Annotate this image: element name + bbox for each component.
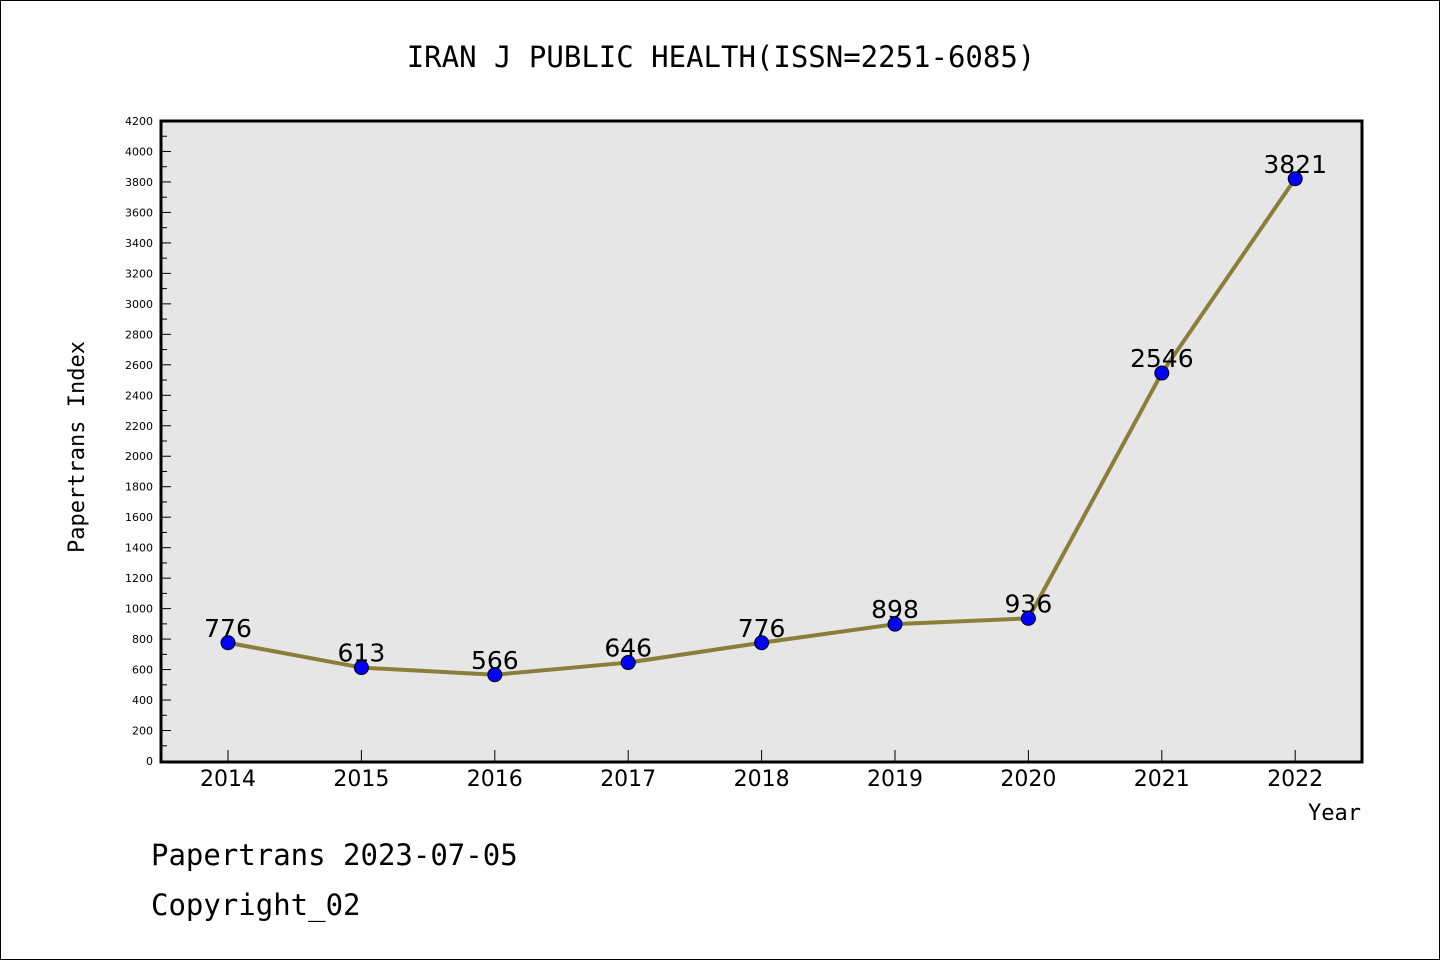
chart-title: IRAN J PUBLIC HEALTH(ISSN=2251-6085): [407, 40, 1036, 74]
y-tick-label: 0: [146, 755, 153, 768]
plot-area: [161, 121, 1362, 762]
y-tick-label: 2200: [125, 420, 153, 433]
x-tick-label: 2016: [467, 767, 523, 792]
markers-group: [220, 171, 1303, 683]
data-point-marker: [487, 667, 503, 683]
data-point-marker: [1154, 365, 1170, 381]
footer-date: Papertrans 2023-07-05: [151, 838, 518, 872]
y-tick-label: 1000: [125, 603, 153, 616]
y-axis: 0 200 400 600 800 1000 1200 1400 1600 1800 2000 220…: [125, 115, 171, 768]
data-point-marker: [220, 635, 236, 651]
y-tick-label: 3400: [125, 237, 153, 250]
footer-copyright: Copyright_02: [151, 888, 361, 923]
y-tick-label: 600: [132, 664, 153, 677]
y-tick-label: 400: [132, 694, 153, 707]
x-axis: 2014 2015 2016 2017 2018 2019 2020 2021 2022: [200, 750, 1323, 792]
y-tick-label: 1400: [125, 542, 153, 555]
y-tick-label: 2400: [125, 389, 153, 402]
y-tick-label: 1200: [125, 572, 153, 585]
x-tick-label: 2021: [1134, 767, 1190, 792]
plot-border: [159, 119, 1364, 764]
x-tick-label: 2015: [333, 767, 389, 792]
y-tick-label: 1800: [125, 481, 153, 494]
y-tick-label: 3000: [125, 298, 153, 311]
y-tick-label: 3800: [125, 176, 153, 189]
y-tick-label: 2000: [125, 450, 153, 463]
data-point-marker: [1287, 171, 1303, 187]
y-tick-label: 2800: [125, 328, 153, 341]
x-tick-label: 2022: [1267, 767, 1323, 792]
x-axis-label: Year: [1308, 801, 1361, 826]
y-tick-label: 3200: [125, 267, 153, 280]
y-tick-label: 4000: [125, 145, 153, 158]
y-tick-label: 800: [132, 633, 153, 646]
data-point-marker: [353, 660, 369, 676]
x-tick-label: 2019: [867, 767, 923, 792]
y-tick-label: 200: [132, 725, 153, 738]
y-tick-label: 2600: [125, 359, 153, 372]
x-tick-label: 2018: [734, 767, 790, 792]
y-tick-label: 3600: [125, 206, 153, 219]
x-tick-label: 2017: [600, 767, 656, 792]
data-point-marker: [1020, 610, 1036, 626]
x-tick-label: 2020: [1000, 767, 1056, 792]
y-axis-label: Papertrans Index: [65, 341, 90, 553]
x-tick-label: 2014: [200, 767, 256, 792]
y-tick-label: 4200: [125, 115, 153, 128]
data-point-marker: [620, 655, 636, 671]
data-point-marker: [887, 616, 903, 632]
y-tick-label: 1600: [125, 511, 153, 524]
data-point-marker: [754, 635, 770, 651]
